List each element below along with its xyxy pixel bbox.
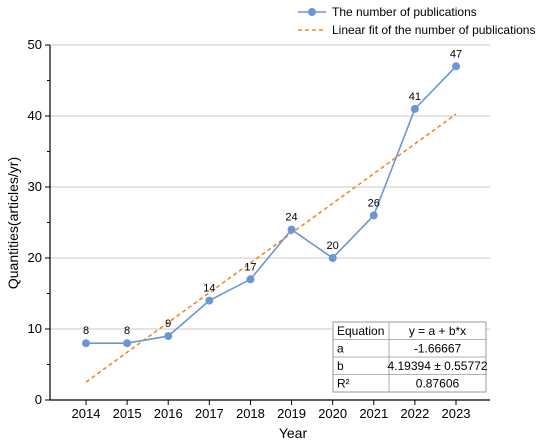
data-point-2014	[82, 339, 90, 348]
legend-label-fit: Linear fit of the number of publications	[332, 23, 535, 37]
data-point-2016	[164, 332, 173, 341]
data-point-2019	[287, 225, 296, 234]
fit-table-value: -1.66667	[414, 342, 462, 356]
legend-label-publications: The number of publications	[332, 5, 477, 19]
data-point-2023	[452, 62, 460, 71]
y-tick-label: 10	[28, 321, 42, 336]
x-tick-label: 2016	[154, 406, 183, 421]
data-point-2018	[246, 275, 255, 284]
legend: The number of publications Linear fit of…	[298, 5, 535, 37]
data-point-2022	[410, 104, 419, 113]
x-tick-label: 2019	[277, 406, 306, 421]
fit-table-value: y = a + b*x	[409, 324, 466, 338]
x-tick-label: 2018	[236, 406, 265, 421]
y-tick-label: 0	[35, 392, 42, 407]
data-label-2021: 26	[368, 197, 380, 209]
x-tick-label: 2022	[400, 406, 429, 421]
data-label-2022: 41	[409, 91, 421, 103]
gridlines	[50, 44, 490, 330]
x-tick-label: 2020	[318, 406, 347, 421]
data-label-2018: 17	[244, 261, 256, 273]
publications-line	[86, 65, 457, 345]
data-label-2019: 24	[285, 212, 297, 224]
data-point-2017	[205, 296, 214, 305]
x-tick-label: 2023	[442, 406, 471, 421]
y-tick-label: 30	[28, 179, 42, 194]
y-tick-label: 40	[28, 108, 42, 123]
fit-table-label: R²	[337, 377, 350, 391]
data-label-2023: 47	[450, 48, 462, 60]
fit-table-label: a	[337, 342, 344, 356]
fit-table-value: 4.19394 ± 0.55772	[387, 359, 487, 373]
axes: Quantities(articles/yr) Year 0 10 20 30 40 50…	[5, 37, 490, 441]
legend-marker-publications	[308, 8, 316, 16]
fit-table-label: Equation	[337, 324, 384, 338]
fit-table-value: 0.87606	[416, 377, 460, 391]
data-point-2021	[369, 211, 378, 220]
x-tick-label: 2015	[113, 406, 142, 421]
x-tick-label: 2021	[359, 406, 388, 421]
fit-line	[85, 113, 457, 383]
x-axis-label: Year	[279, 425, 308, 441]
fit-table: Equation y = a + b*x a -1.66667 b 4.19394 ± 0…	[332, 321, 488, 393]
series: 8 8 9 14 17 24 20 26 41 47	[82, 48, 462, 383]
data-point-2020	[328, 254, 337, 262]
y-tick-label: 20	[28, 250, 42, 265]
data-label-2016: 9	[165, 318, 171, 330]
fit-table-label: b	[337, 359, 344, 373]
data-label-2017: 14	[203, 283, 215, 295]
data-label-2015: 8	[124, 325, 130, 337]
y-tick-label: 50	[28, 37, 42, 52]
data-label-2014: 8	[83, 325, 89, 337]
y-axis-label: Quantities(articles/yr)	[5, 157, 21, 289]
x-tick-label: 2014	[72, 406, 101, 421]
data-point-2015	[123, 339, 132, 348]
data-label-2020: 20	[327, 240, 339, 252]
x-tick-label: 2017	[195, 406, 224, 421]
